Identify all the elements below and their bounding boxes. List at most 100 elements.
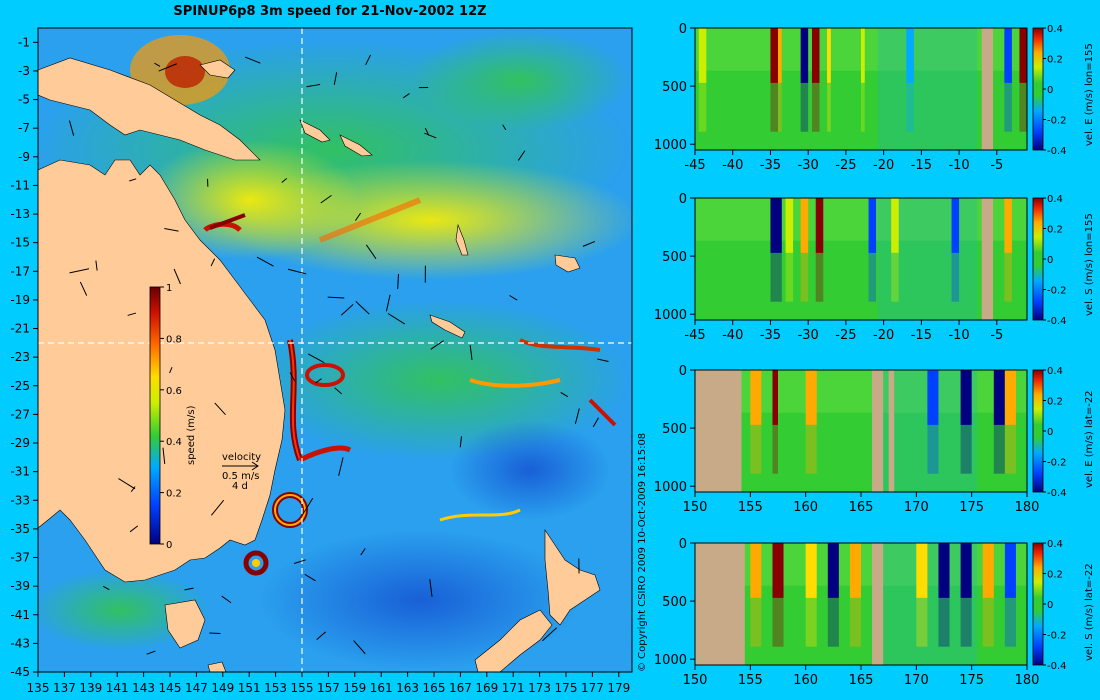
velocity-arrow xyxy=(127,312,137,316)
velocity-key: velocity 0.5 m/s 4 d xyxy=(222,452,261,492)
speed-colorbar-tick-label: 1 xyxy=(166,283,172,294)
velocity-arrow xyxy=(430,340,444,350)
velocity-arrow xyxy=(130,486,136,492)
section-y-tick-label: 0 xyxy=(679,22,687,37)
section-band xyxy=(800,198,809,253)
section-colorbar-tick-label: -0.2 xyxy=(1047,631,1067,642)
map-y-tick-label: -43 xyxy=(10,636,30,650)
section-colorbar xyxy=(1032,197,1044,321)
velocity-arrow xyxy=(582,240,596,247)
velocity-arrow xyxy=(102,585,110,591)
section-band xyxy=(811,28,820,83)
section-y-tick-label: 500 xyxy=(662,80,687,95)
speed-colorbar-tick-label: 0.2 xyxy=(166,489,182,500)
section-colorbar-tick-label: 0.4 xyxy=(1047,366,1063,377)
section-x-tick-label: 150 xyxy=(683,500,708,515)
velocity-arrow xyxy=(118,478,136,490)
velocity-arrow xyxy=(173,268,181,285)
section-land xyxy=(695,370,742,492)
map-y-tick-label: -23 xyxy=(10,350,30,364)
section-x-tick-label: 175 xyxy=(959,500,984,515)
section-band-deep xyxy=(698,82,707,132)
section-band-deep xyxy=(938,597,950,647)
velocity-arrow xyxy=(221,595,232,604)
section-colorbar-tick-label: 0.4 xyxy=(1047,539,1063,550)
section-band-deep xyxy=(868,252,877,302)
section-band xyxy=(770,198,782,253)
velocity-arrow xyxy=(355,212,362,221)
velocity-arrow xyxy=(365,244,377,259)
section-land xyxy=(872,370,884,492)
velocity-arrow xyxy=(365,54,371,66)
map-x-tick-label: 165 xyxy=(423,681,446,695)
vanuatu-1 xyxy=(455,223,469,256)
map-y-tick-label: -33 xyxy=(10,493,30,507)
section-band xyxy=(750,370,762,425)
section-y-tick-label: 500 xyxy=(662,250,687,265)
velocity-arrow xyxy=(95,260,98,271)
section-land xyxy=(695,543,745,665)
map-y-tick-label: -35 xyxy=(10,522,30,536)
map-y-tick-label: -39 xyxy=(10,579,30,593)
section-band-deep xyxy=(1004,597,1016,647)
section-band xyxy=(815,198,824,253)
velocity-arrow xyxy=(517,150,526,161)
section-x-tick-label: 165 xyxy=(849,673,874,688)
speed-colorbar-tick-label: 0 xyxy=(166,540,172,551)
velocity-arrow xyxy=(304,573,316,582)
map-y-tick-label: -19 xyxy=(10,293,30,307)
section-band-deep xyxy=(800,252,809,302)
section-frame xyxy=(694,27,1028,151)
map-x-tick-label: 145 xyxy=(159,681,182,695)
section-band xyxy=(927,370,939,425)
section-band-deep xyxy=(861,82,865,132)
australia xyxy=(37,159,286,583)
velocity-arrow xyxy=(459,436,462,448)
solomon-1 xyxy=(299,119,331,143)
section-colorbar-tick-label: -0.4 xyxy=(1047,488,1067,499)
section-band-deep xyxy=(770,252,782,302)
section-band xyxy=(785,198,794,253)
section-colorbar-tick-label: -0.2 xyxy=(1047,458,1067,469)
land xyxy=(37,57,601,673)
velocity-arrow xyxy=(469,345,473,360)
section-vel-e-lon155: -45 -40 -35 -30 -25 -20 -15 -10 -5 0 500 1000 0.4 0.2… xyxy=(654,22,1095,173)
section-x-tick-label: -5 xyxy=(990,328,1003,343)
section-vel-s-lon155: -45 -40 -35 -30 -25 -20 -15 -10 -5 0 500 1000 0.4 0.2… xyxy=(654,192,1095,343)
section-colorbar-tick-label: -0.2 xyxy=(1047,116,1067,127)
velocity-arrow xyxy=(158,63,178,72)
map-y-axis: -1 -3 -5 -7 -9 -11 -13 -15 -17 -19 -21 -23 -25 -27 -29… xyxy=(10,35,38,679)
section-y-tick-label: 1000 xyxy=(654,480,687,495)
velocity-arrow xyxy=(574,408,580,425)
section-band-deep xyxy=(811,82,820,132)
velocity-arrow xyxy=(68,120,75,136)
velocity-arrow xyxy=(184,587,194,591)
section-colorbar-tick-label: 0.2 xyxy=(1047,225,1063,236)
velocity-key-value: 0.5 m/s xyxy=(222,471,259,482)
section-band-deep xyxy=(849,597,861,647)
section-colorbar-label: vel. E (m/s) lon=155 xyxy=(1084,43,1095,146)
velocity-arrow xyxy=(385,294,391,312)
section-vel-e-lat-22: 150 155 160 165 170 175 180 0 500 1000 0.4 0.2 0 -0.2… xyxy=(654,364,1095,515)
section-band xyxy=(993,370,1005,425)
velocity-arrow xyxy=(79,281,88,296)
velocity-arrow xyxy=(129,525,139,533)
section-x-tick-label: -20 xyxy=(873,328,894,343)
section-colorbar-tick-label: 0.2 xyxy=(1047,55,1063,66)
map-y-tick-label: -21 xyxy=(10,322,30,336)
map-x-tick-label: 157 xyxy=(317,681,340,695)
section-colorbar-tick-label: -0.4 xyxy=(1047,661,1067,672)
section-band xyxy=(805,370,817,425)
section-band xyxy=(750,543,762,598)
velocity-arrow xyxy=(542,627,557,642)
section-band xyxy=(916,543,928,598)
map-x-tick-label: 173 xyxy=(528,681,551,695)
section-y-tick-label: 0 xyxy=(679,364,687,379)
map-x-tick-label: 179 xyxy=(607,681,630,695)
map-y-tick-label: -9 xyxy=(18,150,30,164)
velocity-arrow xyxy=(287,268,307,275)
section-vel-s-lat-22: 150 155 160 165 170 175 180 0 500 1000 0.4 0.2 0 -0.2… xyxy=(654,537,1095,688)
section-x-tick-label: 150 xyxy=(683,673,708,688)
section-x-tick-label: -25 xyxy=(835,328,856,343)
section-band-deep xyxy=(800,82,809,132)
